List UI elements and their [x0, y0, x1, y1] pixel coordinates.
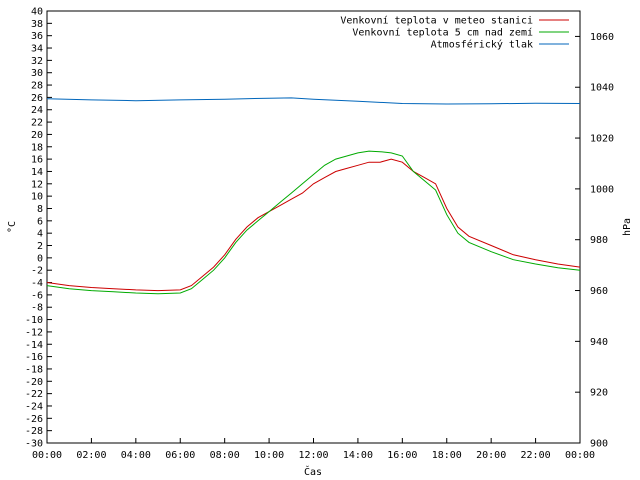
x-tick-label: 20:00 — [476, 450, 506, 461]
y-right-tick-label: 900 — [590, 439, 608, 450]
legend-label: Venkovní teplota v meteo stanici — [340, 15, 533, 27]
y-axis-right-ticks: 1060 1040 1020 1000 980 960 940 920 900 — [575, 32, 614, 450]
y-right-tick-label: 920 — [590, 388, 608, 399]
y-left-tick-label: 22 — [31, 118, 43, 129]
y-right-tick-label: 1000 — [590, 184, 614, 195]
legend: Venkovní teplota v meteo staniciVenkovní… — [340, 15, 569, 51]
y-left-tick-label: 12 — [31, 179, 43, 190]
y-left-tick-label: -4 — [31, 278, 43, 289]
y-left-tick-label: 20 — [31, 130, 43, 141]
y-axis-right-label: hPa — [622, 218, 633, 236]
legend-label: Atmosférický tlak — [431, 39, 533, 51]
y-right-tick-label: 1040 — [590, 83, 614, 94]
x-tick-label: 06:00 — [165, 450, 195, 461]
y-left-tick-label: 8 — [37, 204, 43, 215]
y-left-tick-label: 34 — [31, 44, 43, 55]
y-left-tick-label: -26 — [25, 414, 43, 425]
y-left-tick-label: 30 — [31, 68, 43, 79]
y-left-tick-label: -20 — [25, 377, 43, 388]
y-axis-left-ticks: 4038363432302826242220181614121086420-2-… — [25, 7, 52, 450]
x-tick-label: 00:00 — [565, 450, 595, 461]
y-left-tick-label: -28 — [25, 426, 43, 437]
y-right-tick-label: 980 — [590, 235, 608, 246]
y-left-tick-label: 14 — [31, 167, 43, 178]
y-left-tick-label: -12 — [25, 327, 43, 338]
y-left-tick-label: 32 — [31, 56, 43, 67]
x-axis-ticks: 00:00 02:00 04:00 06:00 08:00 10:00 12:00 14:00… — [32, 438, 595, 461]
x-tick-label: 18:00 — [432, 450, 462, 461]
y-left-tick-label: 18 — [31, 142, 43, 153]
x-tick-label: 10:00 — [254, 450, 284, 461]
y-left-tick-label: 0 — [37, 253, 43, 264]
y-left-tick-label: -24 — [25, 401, 43, 412]
y-left-tick-label: 24 — [31, 105, 43, 116]
y-left-tick-label: 26 — [31, 93, 43, 104]
y-left-tick-label: -2 — [31, 266, 43, 277]
y-right-tick-label: 1020 — [590, 134, 614, 145]
x-axis-label: Čas — [304, 465, 322, 478]
y-left-tick-label: 36 — [31, 31, 43, 42]
y-left-tick-label: 40 — [31, 7, 43, 18]
y-left-tick-label: 38 — [31, 19, 43, 30]
y-left-tick-label: -18 — [25, 364, 43, 375]
x-tick-label: 12:00 — [298, 450, 328, 461]
y-left-tick-label: -14 — [25, 340, 43, 351]
y-left-tick-label: 28 — [31, 81, 43, 92]
x-tick-label: 16:00 — [387, 450, 417, 461]
y-left-tick-label: -30 — [25, 439, 43, 450]
y-right-tick-label: 1060 — [590, 32, 614, 43]
y-left-tick-label: -22 — [25, 389, 43, 400]
y-right-tick-label: 940 — [590, 337, 608, 348]
y-left-tick-label: 6 — [37, 216, 43, 227]
series-layer — [46, 97, 581, 295]
y-left-tick-label: -8 — [31, 303, 43, 314]
y-left-tick-label: -16 — [25, 352, 43, 363]
x-tick-label: 14:00 — [343, 450, 373, 461]
y-left-tick-label: -6 — [31, 290, 43, 301]
legend-label: Venkovní teplota 5 cm nad zemí — [352, 27, 533, 39]
x-tick-label: 22:00 — [521, 450, 551, 461]
series-line-2 — [46, 150, 581, 295]
y-left-tick-label: -10 — [25, 315, 43, 326]
series-line-1 — [46, 158, 581, 292]
y-left-tick-label: 16 — [31, 155, 43, 166]
y-left-tick-label: 10 — [31, 192, 43, 203]
y-left-tick-label: 2 — [37, 241, 43, 252]
x-tick-label: 04:00 — [121, 450, 151, 461]
x-tick-label: 00:00 — [32, 450, 62, 461]
y-right-tick-label: 960 — [590, 286, 608, 297]
y-axis-left-label: °C — [7, 221, 18, 233]
x-tick-label: 08:00 — [210, 450, 240, 461]
plot-area — [46, 10, 581, 444]
y-left-tick-label: 4 — [37, 229, 43, 240]
series-line-3 — [46, 97, 581, 105]
x-tick-label: 02:00 — [76, 450, 106, 461]
